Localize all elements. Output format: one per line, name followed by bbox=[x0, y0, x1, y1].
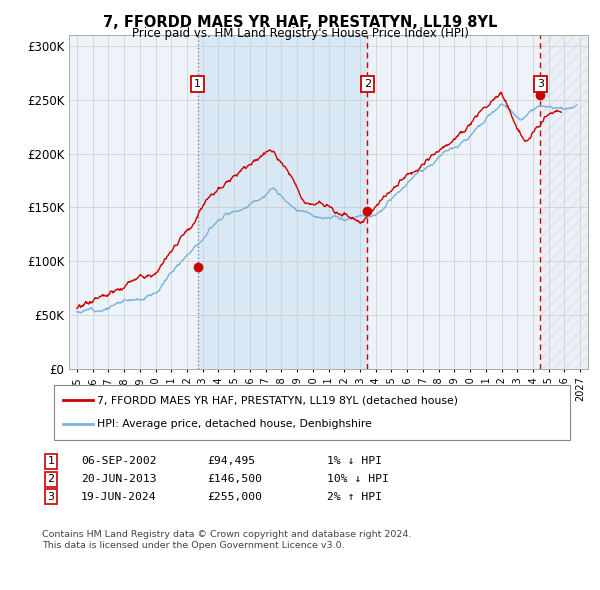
Text: Price paid vs. HM Land Registry's House Price Index (HPI): Price paid vs. HM Land Registry's House … bbox=[131, 27, 469, 40]
Text: HPI: Average price, detached house, Denbighshire: HPI: Average price, detached house, Denb… bbox=[97, 419, 372, 430]
Text: 1% ↓ HPI: 1% ↓ HPI bbox=[327, 457, 382, 466]
Bar bbox=[197, 35, 367, 369]
Bar bbox=[541, 35, 588, 369]
Text: 2% ↑ HPI: 2% ↑ HPI bbox=[327, 492, 382, 502]
Text: 3: 3 bbox=[47, 492, 55, 502]
Text: 19-JUN-2024: 19-JUN-2024 bbox=[81, 492, 157, 502]
Text: Contains HM Land Registry data © Crown copyright and database right 2024.: Contains HM Land Registry data © Crown c… bbox=[42, 530, 412, 539]
Text: 06-SEP-2002: 06-SEP-2002 bbox=[81, 457, 157, 466]
Text: £146,500: £146,500 bbox=[207, 474, 262, 484]
Text: 10% ↓ HPI: 10% ↓ HPI bbox=[327, 474, 389, 484]
Text: 2: 2 bbox=[47, 474, 55, 484]
Text: 1: 1 bbox=[194, 78, 201, 88]
Text: 20-JUN-2013: 20-JUN-2013 bbox=[81, 474, 157, 484]
Text: 2: 2 bbox=[364, 78, 371, 88]
Text: This data is licensed under the Open Government Licence v3.0.: This data is licensed under the Open Gov… bbox=[42, 541, 344, 550]
Text: £255,000: £255,000 bbox=[207, 492, 262, 502]
Text: 7, FFORDD MAES YR HAF, PRESTATYN, LL19 8YL: 7, FFORDD MAES YR HAF, PRESTATYN, LL19 8… bbox=[103, 15, 497, 30]
Text: 1: 1 bbox=[47, 457, 55, 466]
Text: £94,495: £94,495 bbox=[207, 457, 255, 466]
Text: 7, FFORDD MAES YR HAF, PRESTATYN, LL19 8YL (detached house): 7, FFORDD MAES YR HAF, PRESTATYN, LL19 8… bbox=[97, 395, 458, 405]
Bar bbox=[541, 35, 588, 369]
Text: 3: 3 bbox=[537, 78, 544, 88]
